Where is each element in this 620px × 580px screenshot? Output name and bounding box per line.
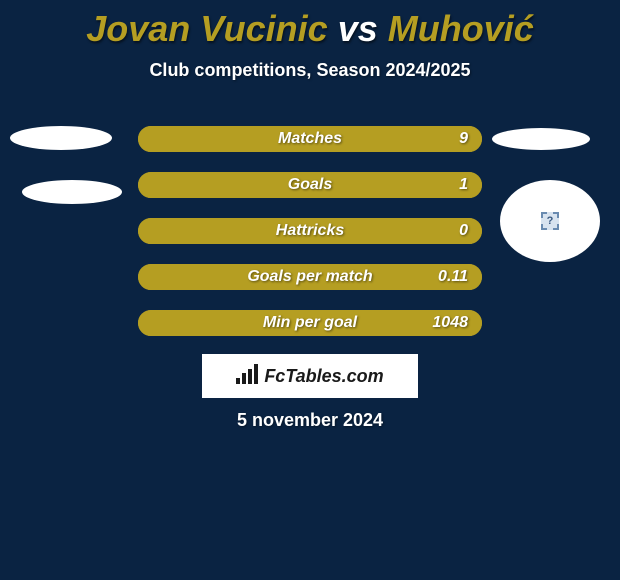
stat-bar: Goals 1 bbox=[138, 172, 482, 198]
stat-label: Goals bbox=[288, 176, 332, 194]
vs-text: vs bbox=[338, 8, 378, 49]
player2-name: Muhović bbox=[388, 8, 534, 49]
stat-value: 9 bbox=[459, 130, 468, 148]
stat-value: 1 bbox=[459, 176, 468, 194]
stat-bar: Matches 9 bbox=[138, 126, 482, 152]
stat-value: 0 bbox=[459, 222, 468, 240]
stat-label: Hattricks bbox=[276, 222, 344, 240]
logo-text: FcTables.com bbox=[264, 366, 383, 387]
placeholder-icon: ? bbox=[541, 212, 559, 230]
stat-bar: Goals per match 0.11 bbox=[138, 264, 482, 290]
date-text: 5 november 2024 bbox=[0, 410, 620, 431]
logo-box: FcTables.com bbox=[202, 354, 418, 398]
stats-bars: Matches 9 Goals 1 Hattricks 0 Goals per … bbox=[138, 126, 482, 356]
stat-label: Goals per match bbox=[247, 268, 372, 286]
bar-chart-icon bbox=[236, 364, 258, 389]
stat-bar: Min per goal 1048 bbox=[138, 310, 482, 336]
decoration-circle: ? bbox=[500, 180, 600, 262]
stat-label: Min per goal bbox=[263, 314, 357, 332]
stat-value: 1048 bbox=[432, 314, 468, 332]
subheading: Club competitions, Season 2024/2025 bbox=[0, 60, 620, 81]
stat-bar: Hattricks 0 bbox=[138, 218, 482, 244]
decoration-ellipse bbox=[22, 180, 122, 204]
player1-name: Jovan Vucinic bbox=[86, 8, 327, 49]
stat-label: Matches bbox=[278, 130, 342, 148]
stat-value: 0.11 bbox=[438, 268, 468, 286]
decoration-ellipse bbox=[492, 128, 590, 150]
page-title: Jovan Vucinic vs Muhović bbox=[0, 0, 620, 50]
decoration-ellipse bbox=[10, 126, 112, 150]
